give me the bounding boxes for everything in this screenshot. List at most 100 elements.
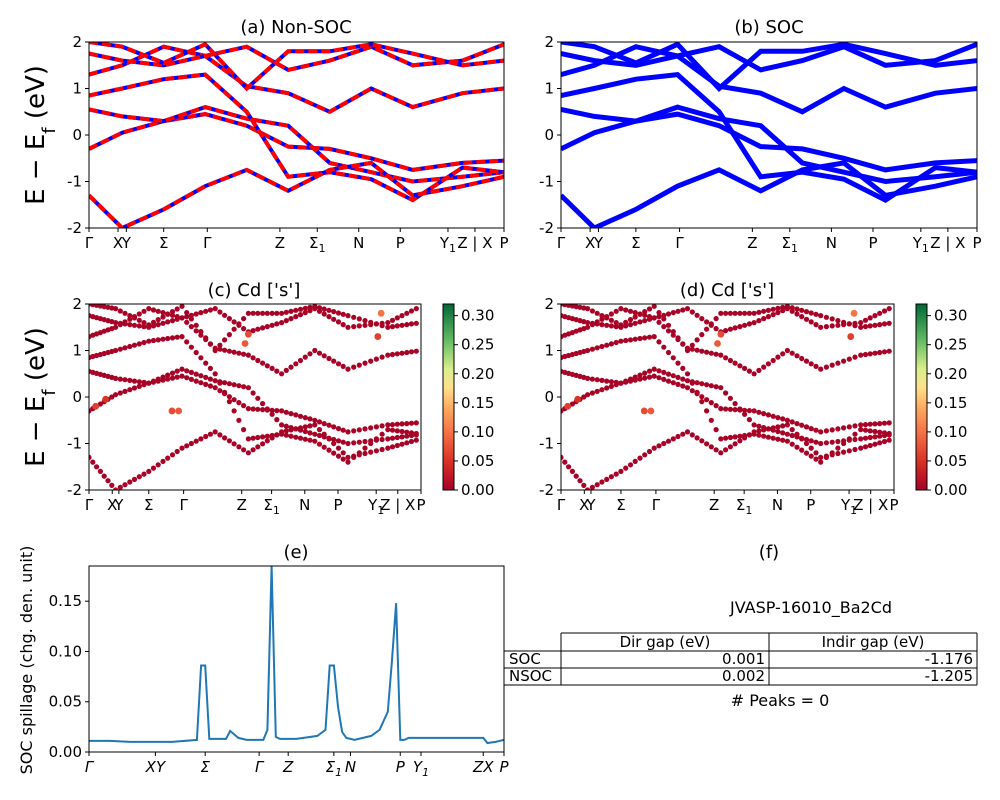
projection-point xyxy=(335,438,342,444)
panel-c-title: (c) Cd ['s'] xyxy=(208,280,301,301)
x-tick-text: Y xyxy=(413,758,424,776)
projection-point xyxy=(188,324,194,330)
projection-point xyxy=(613,308,619,314)
projection-point xyxy=(862,435,869,441)
projection-point xyxy=(250,328,256,334)
projection-point xyxy=(90,459,96,465)
x-tick-label: P xyxy=(333,496,342,514)
projection-point xyxy=(385,427,391,433)
projection-point xyxy=(846,424,852,430)
projection-point xyxy=(150,307,157,313)
projection-point xyxy=(297,425,304,431)
projection-point xyxy=(160,336,166,342)
projection-point xyxy=(886,306,892,312)
projection-point xyxy=(675,374,681,380)
projection-point xyxy=(379,423,385,429)
projection-point xyxy=(260,360,266,366)
projection-point xyxy=(385,352,391,358)
x-tick-label: X xyxy=(107,496,117,514)
projection-point xyxy=(222,337,228,343)
projection-point xyxy=(169,370,176,376)
projection-point xyxy=(704,397,710,403)
projection-point xyxy=(222,435,228,441)
projection-point-weighted xyxy=(714,340,721,347)
projection-point xyxy=(858,445,864,451)
projection-point xyxy=(623,378,629,384)
projection-point xyxy=(742,435,748,441)
projection-point xyxy=(226,438,232,444)
projection-point xyxy=(585,347,591,354)
projection-point xyxy=(877,440,883,446)
projection-point xyxy=(818,454,824,460)
projection-point xyxy=(188,312,194,318)
projection-point xyxy=(217,342,223,348)
projection-point xyxy=(399,313,405,319)
projection-point xyxy=(269,411,275,417)
projection-point xyxy=(737,406,743,412)
colorbar-tick-label: 0.15 xyxy=(461,394,494,412)
projection-point xyxy=(858,324,864,330)
projection-point xyxy=(585,324,591,330)
projection-point xyxy=(737,310,743,316)
projection-point xyxy=(279,422,285,428)
projection-point xyxy=(293,314,299,320)
projection-point xyxy=(260,434,266,440)
x-tick-label: Y1 xyxy=(413,758,429,779)
y-tick-label: 1 xyxy=(544,80,554,98)
projection-point xyxy=(704,382,710,388)
projection-point xyxy=(877,429,883,435)
projection-point xyxy=(623,307,629,313)
projection-point xyxy=(255,310,261,316)
x-tick-label: Σ xyxy=(159,234,168,252)
band-line xyxy=(89,72,504,203)
y-tick-label: 0.15 xyxy=(49,592,82,610)
projection-point xyxy=(117,484,123,490)
projection-point xyxy=(379,354,385,360)
projection-point xyxy=(321,306,327,312)
projection-point xyxy=(155,462,161,468)
projection-point xyxy=(765,426,772,432)
projection-point xyxy=(608,474,615,480)
projection-point xyxy=(297,435,304,441)
x-tick-label: Z xyxy=(709,496,719,514)
projection-point xyxy=(269,322,275,328)
projection-point xyxy=(264,324,270,330)
projection-point xyxy=(250,390,256,396)
projection-point xyxy=(699,438,705,444)
projection-point xyxy=(351,314,357,320)
projection-point xyxy=(101,473,107,479)
projection-point xyxy=(335,310,342,316)
projection-point xyxy=(146,468,152,474)
projection-point xyxy=(394,428,400,434)
x-tick-label: P xyxy=(972,234,981,252)
panel-e-frame xyxy=(88,565,505,753)
projection-point xyxy=(245,385,251,391)
projection-point xyxy=(217,432,223,438)
projection-point xyxy=(751,422,757,428)
x-tick-label: Y1 xyxy=(439,234,456,255)
band-line xyxy=(561,111,977,173)
projection-point xyxy=(141,379,147,385)
projection-point xyxy=(404,440,410,446)
projection-point xyxy=(141,471,147,477)
projection-point xyxy=(136,311,142,317)
projection-point xyxy=(684,347,691,354)
x-tick-label: Σ1 xyxy=(736,496,752,517)
projection-point xyxy=(881,308,888,314)
projection-point xyxy=(389,435,396,441)
projection-point xyxy=(718,436,724,442)
colorbar-tick-label: 0.20 xyxy=(934,365,967,383)
x-tick-label: P xyxy=(868,234,877,252)
projection-point xyxy=(623,323,629,329)
x-tick-text: Y xyxy=(912,234,923,252)
projection-point xyxy=(613,379,619,385)
projection-point xyxy=(269,310,275,316)
panel-e-ticks: 0.000.050.100.15Γ XY Σ Γ Z Σ1 N P Y1 ZX P xyxy=(49,592,510,779)
projection-point xyxy=(627,462,634,468)
projection-point xyxy=(756,423,762,429)
projection-point xyxy=(756,318,762,324)
projection-point xyxy=(723,435,729,441)
projection-point xyxy=(694,380,700,386)
projection-point xyxy=(241,351,247,357)
